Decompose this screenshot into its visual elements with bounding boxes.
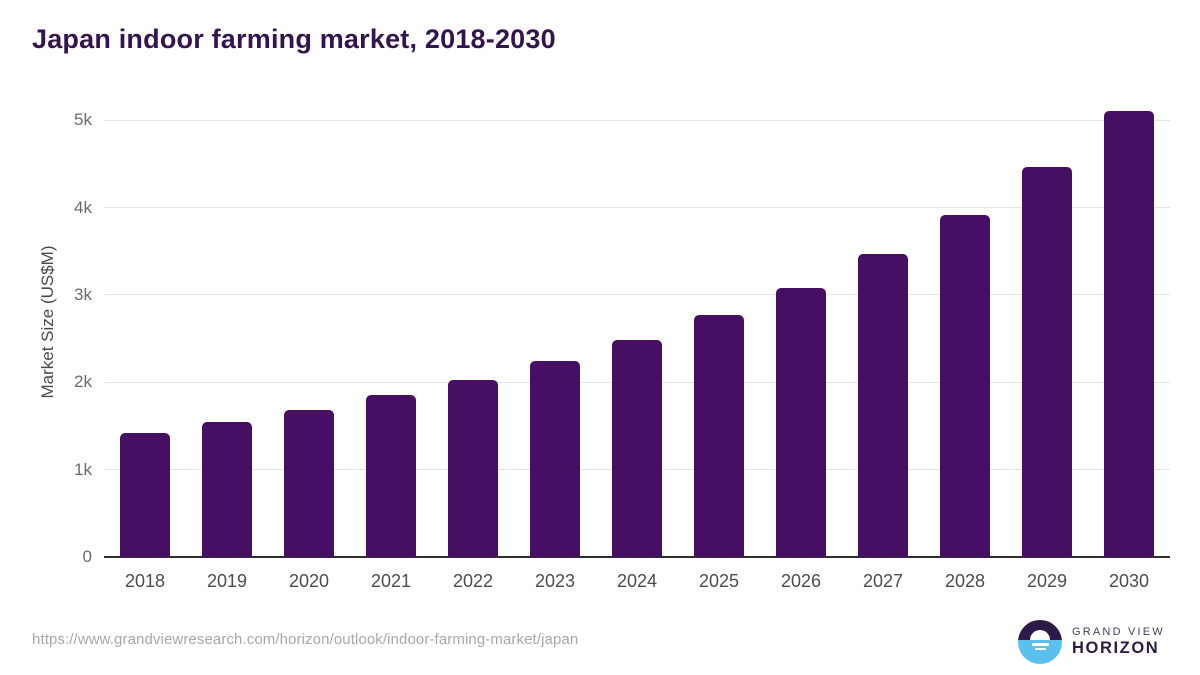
bar-2026 [776,287,826,557]
chart-title: Japan indoor farming market, 2018-2030 [32,24,556,54]
sun-horizon-icon [1018,620,1062,664]
plot-area: 0 1k 2k 3k 4k 5k 2018 2019 2020 2021 2022 2023 2024 2… [74,95,1170,591]
source-url: https://www.grandviewresearch.com/horizo… [32,631,579,648]
x-tick-label-2025: 2025 [698,571,740,591]
x-tick-label-2021: 2021 [370,571,412,591]
x-tick-label-2024: 2024 [616,571,658,591]
gridline-3k [105,294,1170,296]
bar-2019 [202,421,252,557]
y-tick-label-1k: 1k [74,459,92,479]
sun-reflection-line-1 [1031,643,1049,646]
y-tick-label-3k: 3k [74,284,92,304]
logo-text-horizon: HORIZON [1072,639,1160,657]
x-axis-line [104,556,1170,558]
x-tick-label-2026: 2026 [780,571,822,591]
sun-dome-shape [1030,629,1050,641]
bar-2028 [940,214,990,557]
logo-text: GRAND VIEW HORIZON [1072,626,1165,658]
bar-2030 [1104,111,1154,557]
y-tick-label-2k: 2k [74,372,92,392]
bar-2021 [366,395,416,557]
y-tick-label-5k: 5k [74,110,92,130]
x-tick-label-2019: 2019 [206,571,248,591]
bar-2027 [858,254,908,557]
sun-reflection-line-2 [1034,647,1046,651]
x-tick-label-2020: 2020 [288,571,330,591]
gridline-4k [105,207,1170,209]
grandview-horizon-logo: GRAND VIEW HORIZON [1018,620,1165,664]
bar-2025 [694,315,744,557]
gridline-5k [105,119,1170,121]
x-tick-label-2030: 2030 [1108,571,1150,591]
bar-2020 [284,410,334,557]
bar-2023 [530,360,580,557]
y-tick-label-4k: 4k [74,197,92,217]
x-tick-label-2027: 2027 [862,571,904,591]
x-tick-label-2029: 2029 [1026,571,1068,591]
bar-2018 [120,433,170,557]
x-tick-label-2028: 2028 [944,571,986,591]
bar-2022 [448,380,498,557]
y-tick-label-0: 0 [82,547,92,566]
x-tick-label-2022: 2022 [452,571,494,591]
bar-2029 [1022,167,1072,557]
x-tick-label-2018: 2018 [124,571,166,591]
x-tick-label-2023: 2023 [534,571,576,591]
bar-2024 [612,340,662,557]
logo-text-grand-view: GRAND VIEW [1072,626,1165,638]
